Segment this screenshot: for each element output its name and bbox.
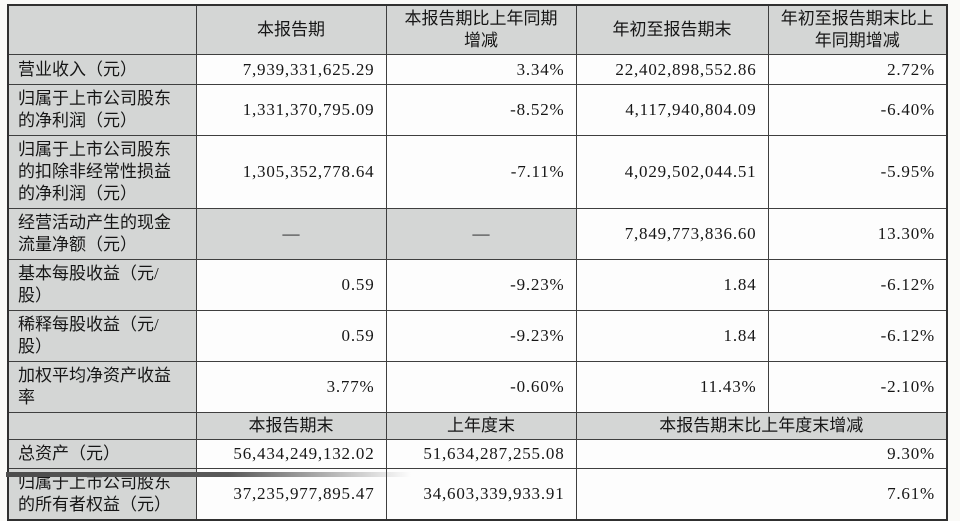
value-ytd: 4,029,502,044.51 <box>575 135 769 209</box>
value-ytd: 4,117,940,804.09 <box>575 84 769 136</box>
table-row-net-profit-excl-nonrecurring: 归属于上市公司股东的扣除非经常性损益的净利润（元） 1,305,352,778.… <box>7 135 948 209</box>
financial-summary-table: 本报告期 本报告期比上年同期增减 年初至报告期末 年初至报告期末比上年同期增减 … <box>7 4 948 521</box>
metric-header-cell-2 <box>7 412 197 440</box>
table-row-total-assets: 总资产（元） 56,434,249,132.02 51,634,287,255.… <box>7 439 948 469</box>
value-ytd-yoy: -6.12% <box>767 259 948 311</box>
value-ytd-yoy: -6.40% <box>767 84 948 136</box>
row-label: 营业收入（元） <box>7 54 197 85</box>
ytd-yoy-header: 年初至报告期末比上年同期增减 <box>767 4 948 55</box>
value-prior-year-end: 34,603,339,933.91 <box>385 468 577 521</box>
value-period-end: 56,434,249,132.02 <box>195 439 387 469</box>
value-ytd: 7,849,773,836.60 <box>575 208 769 260</box>
value-current: 7,939,331,625.29 <box>195 54 387 85</box>
row-label: 基本每股收益（元/股） <box>7 259 197 311</box>
value-current-yoy: -9.23% <box>385 310 577 362</box>
value-current-yoy: -9.23% <box>385 259 577 311</box>
value-prior-year-end: 51,634,287,255.08 <box>385 439 577 469</box>
cutoff-next-row-strip <box>6 472 411 477</box>
value-change: 9.30% <box>575 439 948 469</box>
value-ytd-yoy: -5.95% <box>767 135 948 209</box>
value-current-yoy: -0.60% <box>385 361 577 413</box>
row-label: 归属于上市公司股东的净利润（元） <box>7 84 197 136</box>
value-ytd: 1.84 <box>575 259 769 311</box>
section1-header-row: 本报告期 本报告期比上年同期增减 年初至报告期末 年初至报告期末比上年同期增减 <box>7 4 948 55</box>
row-label: 加权平均净资产收益率 <box>7 361 197 413</box>
value-ytd: 1.84 <box>575 310 769 362</box>
table-row-net-profit: 归属于上市公司股东的净利润（元） 1,331,370,795.09 -8.52%… <box>7 84 948 136</box>
value-current: 0.59 <box>195 259 387 311</box>
table-row-operating-cash-flow: 经营活动产生的现金流量净额（元） — — 7,849,773,836.60 13… <box>7 208 948 260</box>
value-ytd-yoy: 13.30% <box>767 208 948 260</box>
row-label: 稀释每股收益（元/股） <box>7 310 197 362</box>
row-label: 经营活动产生的现金流量净额（元） <box>7 208 197 260</box>
metric-header-cell <box>7 4 197 55</box>
value-current: 3.77% <box>195 361 387 413</box>
period-end-header: 本报告期末 <box>195 412 387 440</box>
value-current: 1,331,370,795.09 <box>195 84 387 136</box>
ytd-header: 年初至报告期末 <box>575 4 769 55</box>
value-current-yoy: 3.34% <box>385 54 577 85</box>
table-row-basic-eps: 基本每股收益（元/股） 0.59 -9.23% 1.84 -6.12% <box>7 259 948 311</box>
table-row-revenue: 营业收入（元） 7,939,331,625.29 3.34% 22,402,89… <box>7 54 948 85</box>
value-ytd: 11.43% <box>575 361 769 413</box>
value-current-yoy: -7.11% <box>385 135 577 209</box>
change-vs-prior-year-end-header: 本报告期末比上年度末增减 <box>575 412 948 440</box>
value-current: 0.59 <box>195 310 387 362</box>
table-row-diluted-eps: 稀释每股收益（元/股） 0.59 -9.23% 1.84 -6.12% <box>7 310 948 362</box>
value-current-yoy-dash: — <box>385 208 577 260</box>
value-current-yoy: -8.52% <box>385 84 577 136</box>
value-change: 7.61% <box>575 468 948 521</box>
row-label: 归属于上市公司股东的扣除非经常性损益的净利润（元） <box>7 135 197 209</box>
value-current-dash: — <box>195 208 387 260</box>
value-ytd-yoy: -6.12% <box>767 310 948 362</box>
value-ytd-yoy: 2.72% <box>767 54 948 85</box>
value-ytd: 22,402,898,552.86 <box>575 54 769 85</box>
prior-year-end-header: 上年度末 <box>385 412 577 440</box>
value-ytd-yoy: -2.10% <box>767 361 948 413</box>
current-period-yoy-header: 本报告期比上年同期增减 <box>385 4 577 55</box>
section2-header-row: 本报告期末 上年度末 本报告期末比上年度末增减 <box>7 412 948 440</box>
value-current: 1,305,352,778.64 <box>195 135 387 209</box>
table-row-weighted-avg-roe: 加权平均净资产收益率 3.77% -0.60% 11.43% -2.10% <box>7 361 948 413</box>
row-label: 总资产（元） <box>7 439 197 469</box>
current-period-header: 本报告期 <box>195 4 387 55</box>
